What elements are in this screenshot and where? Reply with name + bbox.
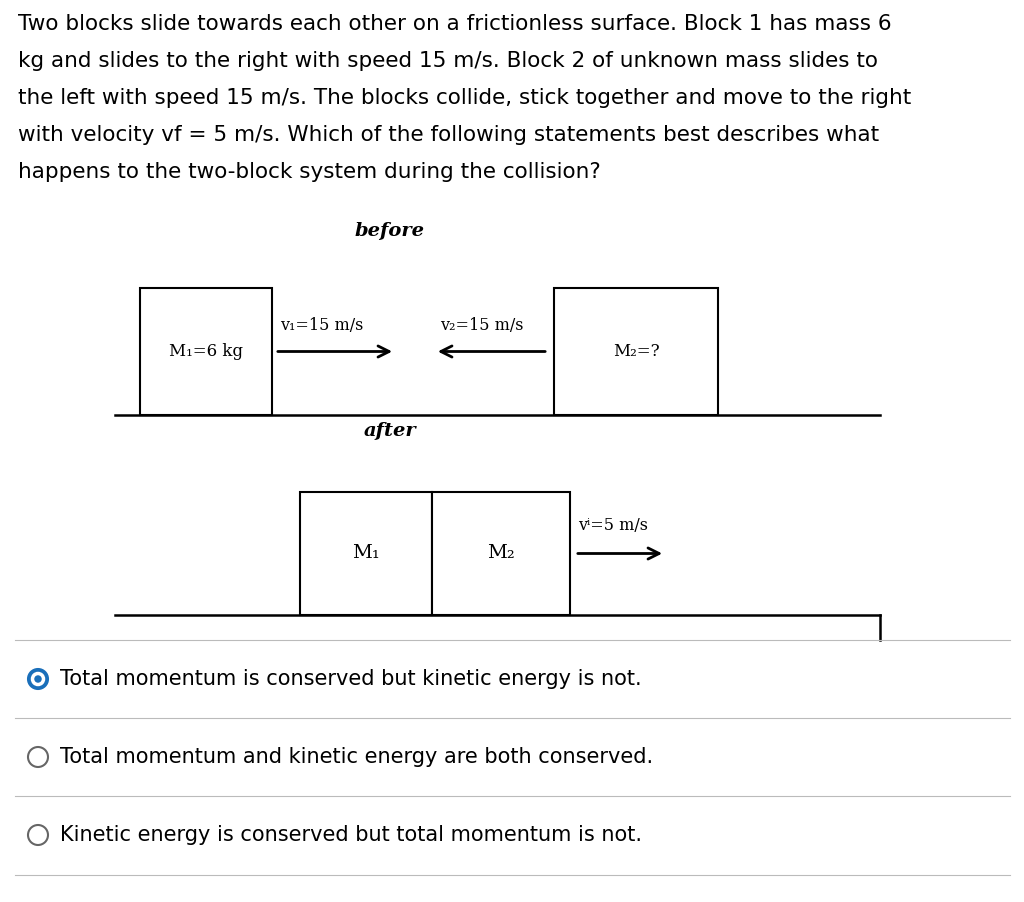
Text: happens to the two-block system during the collision?: happens to the two-block system during t… — [18, 162, 601, 182]
Text: with velocity vf = 5 m/s. Which of the following statements best describes what: with velocity vf = 5 m/s. Which of the f… — [18, 125, 880, 145]
Text: M₁: M₁ — [352, 545, 380, 563]
Text: Two blocks slide towards each other on a frictionless surface. Block 1 has mass : Two blocks slide towards each other on a… — [18, 14, 892, 34]
Bar — [554, 288, 718, 415]
Text: v₁=15 m/s: v₁=15 m/s — [280, 317, 364, 334]
Circle shape — [28, 669, 48, 689]
Text: M₂: M₂ — [487, 545, 515, 563]
Text: vⁱ=5 m/s: vⁱ=5 m/s — [578, 517, 648, 533]
Text: M₁=6 kg: M₁=6 kg — [169, 343, 243, 360]
Text: before: before — [355, 222, 425, 240]
Bar — [300, 492, 432, 615]
Text: after: after — [364, 422, 417, 440]
Text: kg and slides to the right with speed 15 m/s. Block 2 of unknown mass slides to: kg and slides to the right with speed 15… — [18, 51, 878, 71]
Text: Total momentum is conserved but kinetic energy is not.: Total momentum is conserved but kinetic … — [60, 669, 642, 689]
Bar — [432, 492, 570, 615]
Bar — [140, 288, 272, 415]
Text: v₂=15 m/s: v₂=15 m/s — [440, 317, 523, 334]
Text: the left with speed 15 m/s. The blocks collide, stick together and move to the r: the left with speed 15 m/s. The blocks c… — [18, 88, 911, 108]
Text: M₂=?: M₂=? — [612, 343, 659, 360]
Text: Total momentum and kinetic energy are both conserved.: Total momentum and kinetic energy are bo… — [60, 747, 653, 767]
Circle shape — [33, 674, 43, 685]
Text: Kinetic energy is conserved but total momentum is not.: Kinetic energy is conserved but total mo… — [60, 825, 642, 845]
